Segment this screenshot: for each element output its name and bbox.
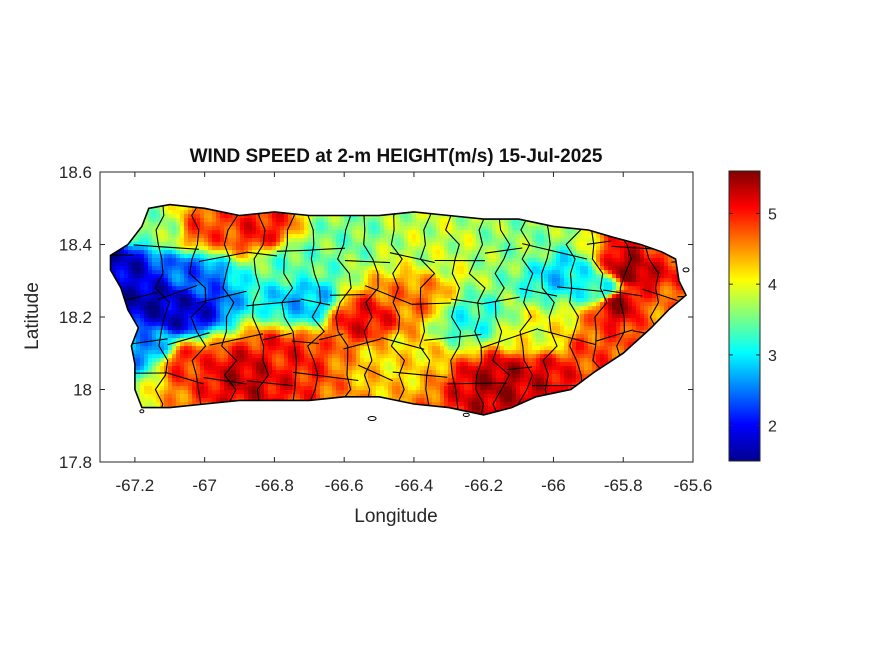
y-tick-label: 18	[73, 381, 92, 400]
colorbar-tick-label: 5	[768, 206, 777, 223]
x-tick-label: -66	[541, 476, 566, 495]
x-axis-ticks: -67.2 -67 -66.8 -66.6 -66.4 -66.2 -66 -65.8 -65.…	[116, 172, 713, 495]
x-axis-label: Longitude	[354, 506, 437, 527]
x-tick-label: -65.6	[674, 476, 713, 495]
colorbar-tick-label: 4	[768, 277, 777, 294]
colorbar	[728, 170, 761, 462]
y-tick-label: 18.4	[59, 236, 92, 255]
y-tick-label: 18.6	[59, 163, 92, 182]
colorbar-ticks: 2 3 4 5	[729, 206, 777, 436]
map-title: WIND SPEED at 2-m HEIGHT(m/s) 15-Jul-202…	[190, 146, 603, 167]
x-tick-label: -66.2	[464, 476, 503, 495]
y-axis-label: Latitude	[22, 282, 43, 350]
x-tick-label: -67.2	[116, 476, 155, 495]
x-tick-label: -66.8	[255, 476, 294, 495]
y-tick-label: 18.2	[59, 308, 92, 327]
x-tick-label: -66.4	[395, 476, 434, 495]
colorbar-tick-label: 2	[768, 419, 777, 436]
x-tick-label: -66.6	[325, 476, 364, 495]
x-tick-label: -67	[192, 476, 217, 495]
y-axis-ticks: 17.8 18 18.2 18.4 18.6	[59, 163, 693, 472]
colorbar-tick-label: 3	[768, 348, 777, 365]
small-islands	[139, 267, 690, 421]
y-tick-label: 17.8	[59, 453, 92, 472]
x-tick-label: -65.8	[604, 476, 643, 495]
